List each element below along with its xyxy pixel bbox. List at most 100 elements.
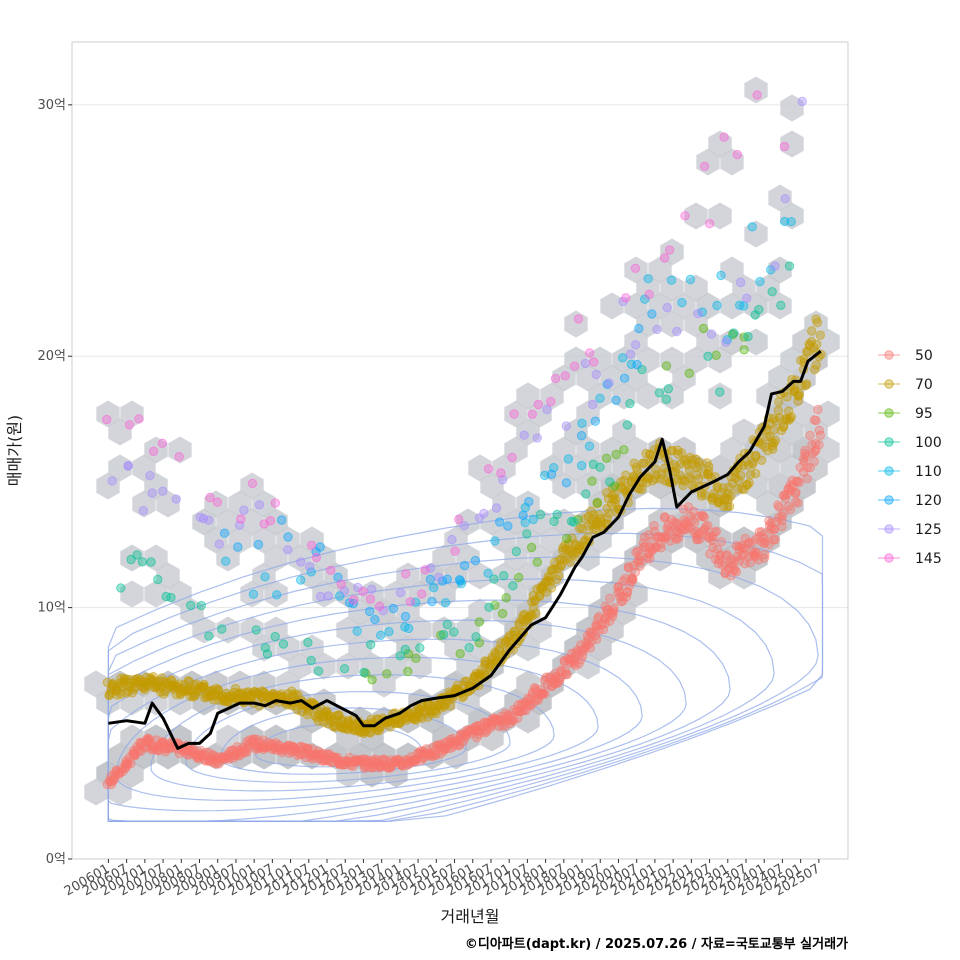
- data-point: [711, 350, 721, 360]
- data-point: [632, 359, 642, 370]
- hexbin-cell: [720, 436, 744, 464]
- data-point: [550, 373, 561, 384]
- hexbin-cell: [144, 544, 168, 572]
- data-point: [540, 689, 550, 699]
- data-point: [186, 600, 196, 611]
- hexbin-cell: [336, 616, 360, 644]
- data-point: [774, 397, 784, 407]
- data-point: [401, 569, 411, 579]
- hexbin-cell: [756, 274, 780, 302]
- data-point: [403, 666, 413, 677]
- hexbin-cell: [108, 418, 132, 446]
- data-point: [514, 572, 524, 583]
- hexbin-cell: [96, 472, 120, 500]
- hexbin-cell: [648, 472, 672, 500]
- hexbin-cell: [516, 382, 540, 410]
- data-point: [415, 643, 425, 653]
- data-point: [447, 534, 457, 545]
- hexbin-cell: [588, 454, 612, 482]
- data-point: [326, 565, 336, 575]
- data-point: [699, 512, 709, 522]
- data-point: [367, 675, 377, 685]
- data-point: [455, 649, 465, 659]
- data-point: [604, 508, 614, 519]
- data-point: [726, 491, 736, 501]
- data-point: [425, 563, 436, 573]
- hexbin-cell: [768, 436, 792, 464]
- data-point: [102, 414, 112, 425]
- data-point: [589, 357, 599, 367]
- hexbin-cell: [192, 508, 216, 536]
- data-point: [519, 430, 529, 440]
- data-point: [705, 219, 715, 229]
- data-point: [712, 300, 722, 311]
- hexbin-cell: [636, 382, 660, 410]
- data-point: [306, 567, 316, 577]
- data-point: [140, 685, 150, 695]
- data-point: [495, 517, 505, 527]
- data-point: [748, 459, 758, 469]
- hexbin-cell: [444, 634, 468, 662]
- legend-label: 125: [915, 522, 942, 538]
- hexbin-cell: [780, 454, 804, 482]
- hexbin-cell: [108, 454, 132, 482]
- data-point: [609, 605, 619, 616]
- data-point: [721, 337, 731, 347]
- data-point: [742, 293, 752, 303]
- data-point: [604, 378, 614, 388]
- data-point: [499, 571, 509, 581]
- data-point: [554, 570, 564, 581]
- hexbin-cell: [540, 526, 564, 554]
- hexbin-cell: [528, 400, 552, 428]
- hexbin-cell: [108, 742, 132, 770]
- data-point: [786, 217, 796, 227]
- hexbin-cell: [408, 652, 432, 680]
- data-point: [546, 583, 557, 593]
- data-point: [382, 669, 392, 679]
- hexbin-cell: [456, 508, 480, 536]
- data-point: [501, 593, 511, 603]
- data-point: [652, 324, 662, 335]
- data-point: [698, 323, 709, 334]
- data-point: [729, 328, 739, 338]
- hexbin-cell: [588, 382, 612, 410]
- data-point: [752, 90, 762, 100]
- hexbin-layer: [84, 76, 840, 806]
- legend-item: 70: [878, 377, 933, 393]
- hexbin-cell: [480, 472, 504, 500]
- hexbin-cell: [468, 454, 492, 482]
- data-point: [794, 477, 804, 488]
- data-point: [767, 287, 777, 297]
- data-point: [676, 448, 687, 458]
- hexbin-cell: [240, 472, 264, 500]
- data-point: [611, 494, 621, 505]
- data-point: [248, 589, 259, 599]
- data-point: [645, 553, 655, 564]
- data-point: [736, 470, 746, 481]
- data-point: [262, 649, 273, 659]
- data-point: [253, 539, 264, 550]
- data-point: [270, 498, 280, 508]
- hexbin-cell: [216, 508, 240, 536]
- legend-key-point: [884, 466, 894, 476]
- hexbin-cell: [636, 346, 660, 374]
- hexbin-cell: [708, 346, 732, 374]
- data-point: [628, 574, 638, 584]
- data-point: [621, 293, 631, 303]
- data-point: [640, 542, 650, 552]
- hexbin-cell: [612, 382, 636, 410]
- data-point: [214, 539, 225, 549]
- legend-item: 145: [878, 551, 942, 567]
- data-point: [560, 371, 570, 381]
- hexbin-cell: [492, 598, 516, 626]
- legend-key-point: [884, 350, 894, 360]
- data-point: [352, 626, 362, 636]
- hexbin-cell: [84, 670, 108, 698]
- hexbin-cell: [228, 526, 252, 554]
- data-point: [634, 323, 644, 334]
- data-point: [404, 623, 414, 634]
- data-point: [522, 529, 532, 539]
- hexbin-cell: [744, 76, 768, 104]
- hexbin-cell: [516, 706, 540, 734]
- hexbin-cell: [732, 418, 756, 446]
